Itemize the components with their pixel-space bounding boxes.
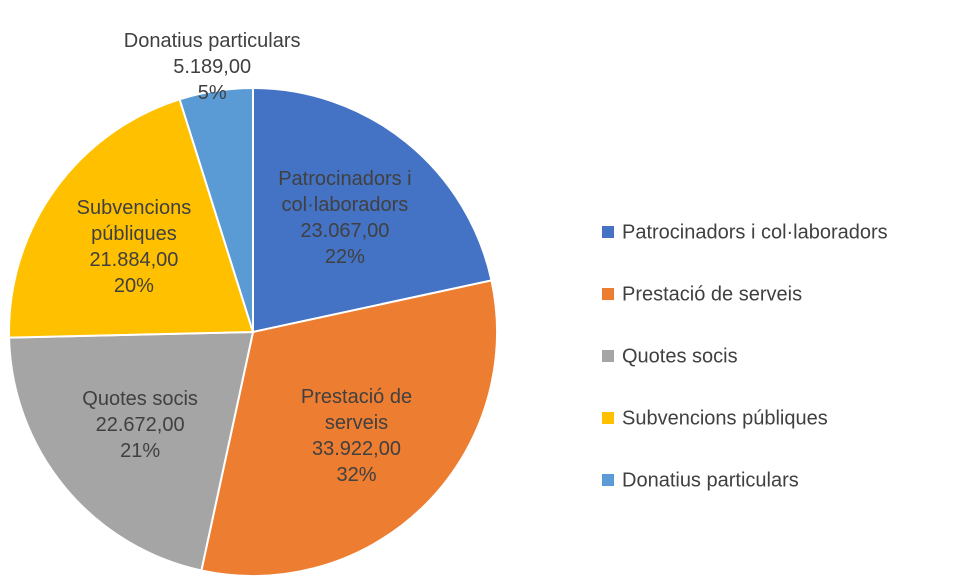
legend-swatch <box>602 474 614 486</box>
slice-percent: 20% <box>113 274 154 297</box>
slice-label: Prestació de serveis 33.922,00 32% <box>267 381 447 491</box>
pie-slice <box>178 86 254 333</box>
slice-value: 21.884,00 <box>89 248 179 271</box>
slice-category: Subvencions públiques <box>76 196 192 245</box>
slice-percent: 5% <box>197 81 227 104</box>
legend-swatch <box>602 226 614 238</box>
slice-percent: 22% <box>324 246 365 269</box>
slice-label: Donatius particulars 5.189,00 5% <box>122 12 302 122</box>
slice-value: 23.067,00 <box>300 220 390 243</box>
pie-slice <box>8 98 255 339</box>
legend-label: Prestació de serveis <box>622 283 802 305</box>
slice-category: Prestació de serveis <box>300 385 413 434</box>
slice-percent: 32% <box>336 463 377 486</box>
slice-value: 22.672,00 <box>95 414 185 437</box>
slice-label: Patrocinadors i col·laboradors 23.067,00 2… <box>255 163 435 273</box>
legend-label: Quotes socis <box>622 345 738 367</box>
slice-label: Subvencions públiques 21.884,00 20% <box>44 192 224 302</box>
legend-swatch <box>602 412 614 424</box>
pie-slice <box>252 86 493 334</box>
legend-label: Patrocinadors i col·laboradors <box>622 221 888 243</box>
slice-value: 5.189,00 <box>173 55 252 78</box>
legend-swatch <box>602 350 614 362</box>
slice-label-box: Quotes socis 22.672,00 21% <box>50 370 230 480</box>
slice-category: Donatius particulars <box>123 29 301 52</box>
slice-percent: 21% <box>120 440 161 463</box>
slice-category: Quotes socis <box>82 388 198 411</box>
slice-label-box: Subvencions públiques 21.884,00 20% <box>44 192 224 302</box>
legend-label: Donatius particulars <box>622 469 799 491</box>
pie-slice <box>8 330 255 572</box>
slice-label-box: Prestació de serveis 33.922,00 32% <box>267 381 447 491</box>
slice-label-box: Patrocinadors i col·laboradors 23.067,00 2… <box>255 163 435 273</box>
slice-value: 33.922,00 <box>312 437 401 460</box>
legend-swatch <box>602 288 614 300</box>
slice-label: Quotes socis 22.672,00 21% <box>50 370 230 480</box>
slice-category: Patrocinadors i col·laboradors <box>278 168 412 217</box>
slice-label-box: Donatius particulars 5.189,00 5% <box>122 12 302 122</box>
legend-label: Subvencions públiques <box>622 407 828 429</box>
